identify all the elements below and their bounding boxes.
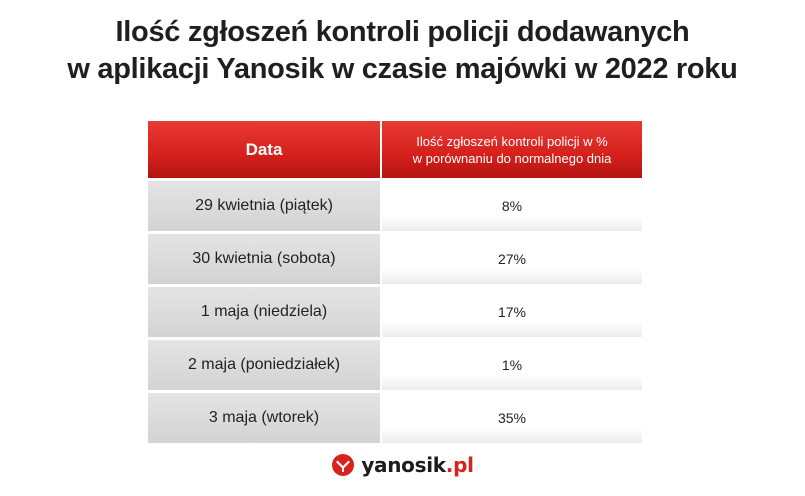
title-line-1: Ilość zgłoszeń kontroli policji dodawany… [115,16,690,48]
row-value-cell: 35% [382,393,642,443]
table-row: 1 maja (niedziela) 17% [148,287,642,337]
brand-name: yanosik.pl [361,453,474,477]
yanosik-logo-icon [332,454,355,476]
column-divider [380,121,382,178]
row-date-cell: 29 kwietnia (piątek) [148,181,380,231]
column-divider [380,287,382,337]
table-row: 3 maja (wtorek) 35% [148,393,642,443]
row-value-cell: 1% [382,340,642,390]
brand-logo: yanosik.pl [0,453,805,477]
brand-domain: .pl [445,453,474,477]
column-header-date: Data [245,139,283,159]
row-date-cell: 2 maja (poniedziałek) [148,340,380,390]
brand-name-text: yanosik [361,453,446,477]
title-line-2: w aplikacji Yanosik w czasie majówki w 2… [67,53,738,85]
page-title: Ilość zgłoszeń kontroli policji dodawany… [0,14,805,88]
column-divider [380,181,382,231]
table-row: 30 kwietnia (sobota) 27% [148,234,642,284]
column-header-value: Ilość zgłoszeń kontroli policji w % w po… [382,121,642,178]
column-divider [380,393,382,443]
table-row: 29 kwietnia (piątek) 8% [148,181,642,231]
row-date-cell: 1 maja (niedziela) [148,287,380,337]
row-value-cell: 8% [382,181,642,231]
data-table: Data Ilość zgłoszeń kontroli policji w %… [148,121,642,443]
row-value-cell: 27% [382,234,642,284]
column-header-value-line-1: Ilość zgłoszeń kontroli policji w % [416,133,608,149]
table-row: 2 maja (poniedziałek) 1% [148,340,642,390]
column-header-value-line-2: w porównaniu do normalnego dnia [412,150,612,166]
row-date-cell: 30 kwietnia (sobota) [148,234,380,284]
row-date-cell: 3 maja (wtorek) [148,393,380,443]
table-header: Data Ilość zgłoszeń kontroli policji w %… [148,121,642,178]
column-divider [380,340,382,390]
row-value-cell: 17% [382,287,642,337]
column-divider [380,234,382,284]
